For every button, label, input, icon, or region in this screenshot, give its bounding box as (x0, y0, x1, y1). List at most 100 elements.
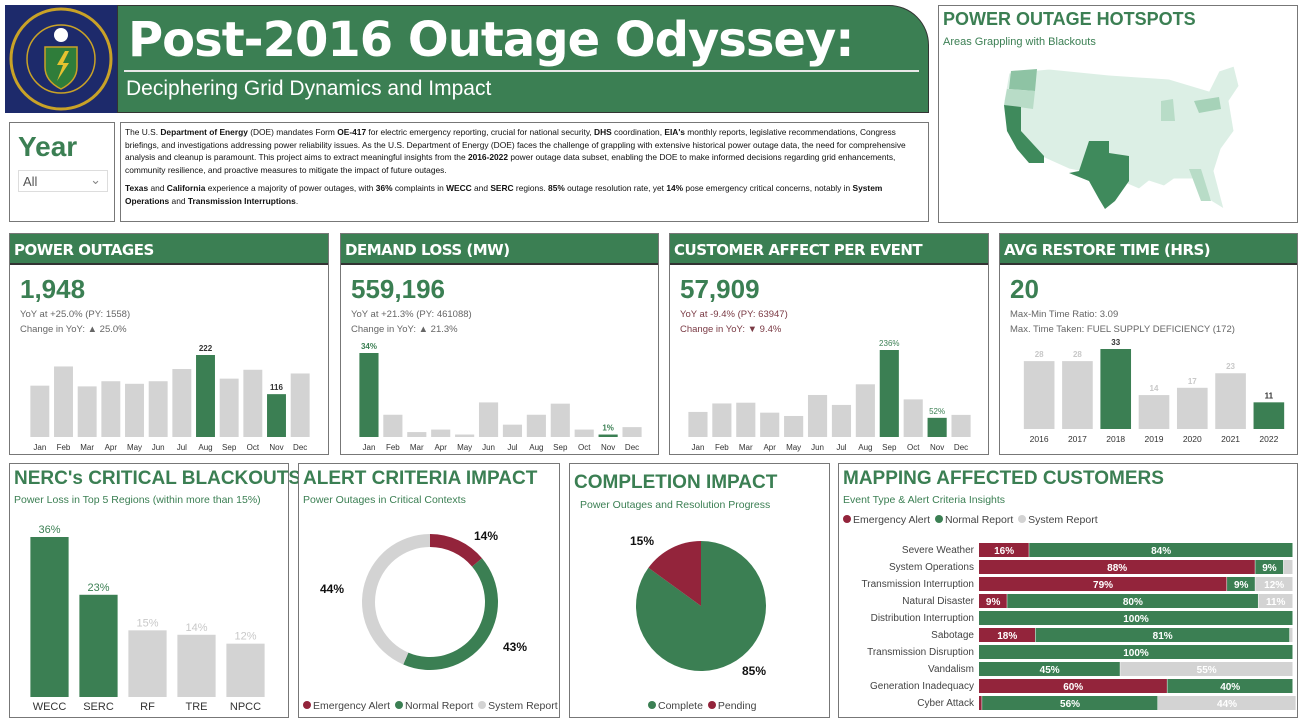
x-tick-label: May (127, 443, 142, 452)
stacked-segment-emergency-alert (979, 696, 982, 710)
bar (879, 350, 899, 437)
description-text: . (295, 195, 299, 206)
segment-label: 44% (1217, 699, 1237, 710)
completion-legend: Complete Pending (646, 700, 756, 712)
category-label: Distribution Interruption (871, 613, 974, 624)
bar (128, 630, 167, 697)
stacked-segment-normal-report (979, 662, 1120, 676)
category-label: Vandalism (928, 664, 974, 675)
state-michigan (1161, 99, 1175, 121)
x-tick-label: Oct (907, 443, 920, 452)
stacked-segment-emergency-alert (979, 543, 1029, 557)
description-emphasis: 85% (548, 183, 565, 194)
kpi-change: Change in YoY: ▲ 25.0% (20, 324, 127, 335)
bar (736, 402, 756, 437)
x-tick-label: Oct (578, 443, 591, 452)
x-tick-label: 2016 (1030, 434, 1049, 444)
segment-label: 56% (1060, 699, 1080, 710)
year-dropdown[interactable]: All ⌄ (18, 170, 108, 192)
kpi-ratio: Max-Min Time Ratio: 3.09 (1010, 309, 1119, 320)
state-texas[interactable] (1069, 141, 1129, 209)
data-label: 23% (87, 582, 109, 594)
description-text: for electric emergency reporting, crucia… (366, 127, 595, 137)
category-label: Generation Inadequacy (870, 681, 974, 692)
year-filter-card: Year All ⌄ (9, 122, 115, 222)
description-emphasis: OE-417 (337, 127, 367, 137)
x-tick-label: Jul (836, 443, 846, 452)
data-label: 33 (1111, 338, 1120, 347)
bar (101, 381, 121, 437)
x-tick-label: NPCC (230, 701, 261, 713)
year-filter-label: Year (18, 131, 78, 162)
data-label: 34% (361, 342, 377, 351)
description-emphasis: Department of Energy (160, 127, 248, 137)
bar (431, 429, 451, 437)
x-tick-label: 2022 (1259, 434, 1278, 444)
x-tick-label: May (457, 443, 472, 452)
completion-impact-card: COMPLETION IMPACT Power Outages and Reso… (569, 463, 830, 718)
data-label: 28 (1073, 350, 1082, 359)
bar (1100, 349, 1132, 429)
completion-subtitle: Power Outages and Resolution Progress (580, 499, 771, 511)
stacked-segment-system-report (1289, 628, 1293, 642)
bar (196, 355, 215, 437)
completion-title: COMPLETION IMPACT (574, 472, 778, 493)
x-tick-label: 2020 (1183, 434, 1202, 444)
segment-label: 84% (1151, 546, 1171, 557)
description-emphasis: EIA's (664, 127, 685, 137)
description-text: and (148, 183, 167, 194)
x-tick-label: Nov (601, 443, 615, 452)
description-emphasis: Texas (125, 183, 149, 194)
state-oregon (1004, 89, 1035, 109)
mapping-title: MAPPING AFFECTED CUSTOMERS (843, 468, 1164, 489)
description-text: The U.S. (125, 127, 161, 137)
x-tick-label: Feb (715, 443, 729, 452)
kpi-title: DEMAND LOSS (MW) (341, 234, 658, 265)
nerc-title: NERC's CRITICAL BLACKOUTS (14, 468, 302, 489)
us-choropleth-map[interactable] (989, 61, 1259, 216)
segment-label: 80% (1123, 597, 1143, 608)
alert-subtitle: Power Outages in Critical Contexts (303, 494, 466, 506)
restore-time-yearly-chart: 2016 28 2017 28 2018 33 2019 14 2020 17 2021 23 2022… (1023, 338, 1285, 444)
bar (1138, 395, 1170, 429)
bar (927, 417, 947, 437)
legend-label: Complete (658, 700, 703, 712)
x-tick-label: Feb (57, 443, 71, 452)
bar (359, 353, 379, 437)
description-text: complaints in (392, 183, 447, 194)
category-label: Natural Disaster (902, 596, 974, 607)
bar (688, 411, 708, 437)
bar (855, 384, 875, 437)
stacked-segment-emergency-alert (979, 594, 1007, 608)
data-label: 236% (879, 339, 899, 348)
x-tick-label: Dec (293, 443, 307, 452)
data-label: 52% (929, 407, 945, 416)
pie-slice-emergency-alert (430, 534, 483, 567)
hotspots-map-card: POWER OUTAGE HOTSPOTS Areas Grappling wi… (938, 5, 1298, 223)
legend-dot-system (478, 701, 487, 709)
hotspots-title: POWER OUTAGE HOTSPOTS (943, 9, 1196, 29)
kpi-card-customer-affect: CUSTOMER AFFECT PER EVENT 57,909 YoY at … (669, 233, 989, 455)
x-tick-label: Jun (482, 443, 495, 452)
x-tick-label: Sep (222, 443, 237, 452)
bar (712, 403, 732, 437)
legend-dot-pending (707, 701, 716, 709)
kpi-card-restore-time: AVG RESTORE TIME (HRS) 20 Max-Min Time R… (999, 233, 1298, 455)
kpi-title: CUSTOMER AFFECT PER EVENT (670, 234, 988, 265)
description-text: pose emergency critical concerns, notabl… (683, 183, 853, 194)
completion-pie-chart: 85% 15% (630, 534, 766, 678)
stacked-segment-normal-report (982, 696, 1158, 710)
legend-label: Normal Report (404, 700, 474, 712)
nerc-subtitle: Power Loss in Top 5 Regions (within more… (14, 494, 261, 506)
slice-label: 43% (503, 640, 527, 654)
x-tick-label: Jun (152, 443, 165, 452)
bar (226, 643, 265, 697)
alert-criteria-card: ALERT CRITERIA IMPACT Power Outages in C… (298, 463, 560, 718)
state-california[interactable] (1004, 105, 1044, 163)
bar (784, 415, 804, 437)
kpi-value: 1,948 (20, 274, 86, 304)
bar (148, 381, 168, 437)
legend-label: Emergency Alert (853, 514, 931, 526)
bar (172, 369, 192, 437)
segment-label: 81% (1153, 631, 1173, 642)
